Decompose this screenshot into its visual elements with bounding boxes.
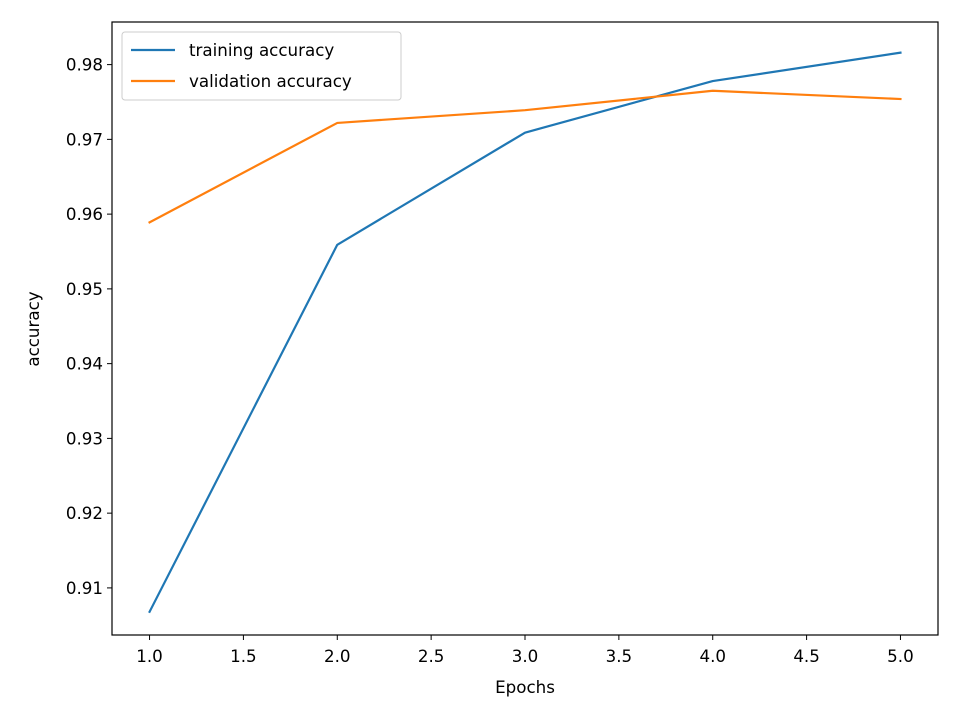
- y-tick-label: 0.91: [66, 578, 103, 598]
- x-tick-label: 1.0: [136, 646, 163, 666]
- x-tick-label: 4.5: [793, 646, 820, 666]
- x-axis-label: Epochs: [495, 677, 555, 697]
- x-tick-label: 5.0: [887, 646, 914, 666]
- y-axis: 0.91 0.92 0.93 0.94 0.95 0.96 0.97 0.98: [66, 55, 112, 598]
- y-tick-label: 0.95: [66, 279, 103, 299]
- x-tick-label: 3.0: [512, 646, 539, 666]
- x-tick-label: 1.5: [230, 646, 257, 666]
- x-tick-label: 2.5: [418, 646, 445, 666]
- x-axis: 1.0 1.5 2.0 2.5 3.0 3.5 4.0 4.5 5.0: [136, 635, 914, 666]
- legend-label: training accuracy: [189, 40, 334, 60]
- series-lines: [148, 51, 902, 614]
- y-axis-label: accuracy: [23, 291, 43, 366]
- y-tick-label: 0.94: [66, 354, 103, 374]
- x-tick-label: 3.5: [606, 646, 633, 666]
- y-tick-label: 0.93: [66, 428, 103, 448]
- legend: training accuracy validation accuracy: [121, 31, 402, 101]
- series-line-validation: [148, 89, 902, 224]
- x-tick-label: 2.0: [324, 646, 351, 666]
- y-tick-label: 0.92: [66, 503, 103, 523]
- y-tick-label: 0.96: [66, 204, 103, 224]
- legend-label: validation accuracy: [189, 71, 352, 91]
- series-line-training: [148, 51, 902, 614]
- y-tick-label: 0.97: [66, 129, 103, 149]
- legend-box: [121, 31, 402, 101]
- x-tick-label: 4.0: [699, 646, 726, 666]
- y-tick-label: 0.98: [66, 55, 103, 75]
